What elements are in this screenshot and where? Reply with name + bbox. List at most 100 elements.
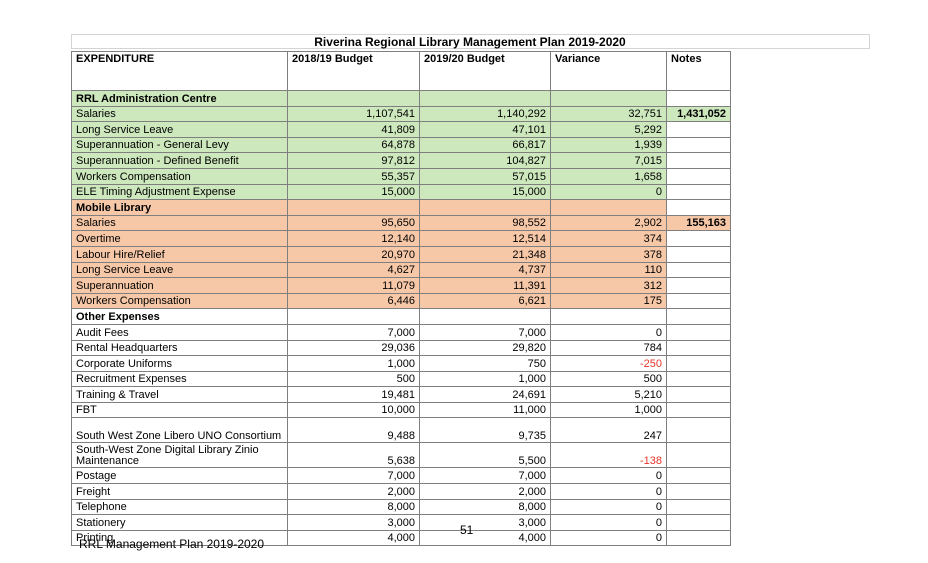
variance-cell: 0 — [550, 467, 667, 485]
budget-2018-19-cell: 4,627 — [287, 261, 420, 279]
variance-cell: -138 — [550, 442, 667, 469]
variance-cell: 1,000 — [550, 401, 667, 419]
header-2019-20-budget: 2019/20 Budget — [419, 51, 551, 91]
row-label: Postage — [71, 467, 288, 485]
variance-cell: 1,658 — [550, 167, 667, 185]
budget-2019-20-cell: 750 — [419, 355, 551, 372]
empty-cell — [666, 90, 731, 107]
table-row: Workers Compensation 55,357 57,015 1,658 — [71, 167, 731, 185]
table-row: Salaries 95,650 98,552 2,902 155,163 — [71, 214, 731, 232]
document-title: Riverina Regional Library Management Pla… — [314, 35, 626, 49]
row-label: Salaries — [71, 214, 288, 232]
row-label: Superannuation - Defined Benefit — [71, 152, 288, 169]
table-row: Overtime 12,140 12,514 374 — [71, 230, 731, 247]
notes-cell — [666, 514, 731, 531]
notes-cell — [666, 183, 731, 201]
table-row: Workers Compensation 6,446 6,621 175 — [71, 292, 731, 310]
empty-cell — [419, 199, 551, 216]
budget-2019-20-cell: 9,735 — [419, 417, 551, 444]
section-title: Other Expenses — [71, 308, 288, 325]
variance-cell: 378 — [550, 245, 667, 263]
section-header-row: Other Expenses — [71, 308, 731, 325]
row-label: South West Zone Libero UNO Consortium — [71, 417, 288, 444]
variance-cell: 312 — [550, 277, 667, 294]
notes-cell — [666, 339, 731, 357]
notes-cell — [666, 467, 731, 485]
variance-cell: 7,015 — [550, 152, 667, 169]
budget-2018-19-cell: 7,000 — [287, 467, 420, 485]
budget-2018-19-cell: 64,878 — [287, 136, 420, 154]
budget-2018-19-cell: 1,000 — [287, 355, 420, 372]
row-label: Superannuation — [71, 277, 288, 294]
variance-cell: 0 — [550, 183, 667, 201]
budget-2019-20-cell: 5,500 — [419, 442, 551, 469]
row-label: South-West Zone Digital Library Zinio Ma… — [71, 442, 288, 469]
budget-2019-20-cell: 4,737 — [419, 261, 551, 279]
section-header-row: Mobile Library — [71, 199, 731, 216]
budget-2018-19-cell: 15,000 — [287, 183, 420, 201]
row-label: Labour Hire/Relief — [71, 245, 288, 263]
table-row: Training & Travel 19,481 24,691 5,210 — [71, 386, 731, 403]
table-row: ELE Timing Adjustment Expense 15,000 15,00… — [71, 183, 731, 201]
row-label: FBT — [71, 401, 288, 419]
notes-cell — [666, 401, 731, 419]
notes-cell — [666, 230, 731, 247]
budget-2018-19-cell: 95,650 — [287, 214, 420, 232]
table-row: Recruitment Expenses 500 1,000 500 — [71, 370, 731, 388]
empty-cell — [419, 90, 551, 107]
budget-2018-19-cell: 500 — [287, 370, 420, 388]
footer-text: RRL Management Plan 2019-2020 — [79, 537, 265, 551]
empty-cell — [287, 308, 420, 325]
variance-cell: 5,292 — [550, 121, 667, 138]
row-label: Overtime — [71, 230, 288, 247]
notes-cell — [666, 136, 731, 154]
notes-cell — [666, 370, 731, 388]
variance-cell: 374 — [550, 230, 667, 247]
budget-2019-20-cell: 24,691 — [419, 386, 551, 403]
notes-cell — [666, 355, 731, 372]
variance-cell: 0 — [550, 529, 667, 547]
budget-2018-19-cell: 20,970 — [287, 245, 420, 263]
row-label: Printing — [71, 529, 288, 547]
header-expenditure: EXPENDITURE — [71, 51, 288, 91]
budget-2018-19-cell: 11,079 — [287, 277, 420, 294]
row-label: Rental Headquarters — [71, 339, 288, 357]
table-row: Salaries 1,107,541 1,140,292 32,751 1,431,05… — [71, 105, 731, 123]
notes-cell — [666, 245, 731, 263]
budget-2019-20-cell: 15,000 — [419, 183, 551, 201]
table-row: Long Service Leave 4,627 4,737 110 — [71, 261, 731, 279]
notes-cell — [666, 261, 731, 279]
row-label: Long Service Leave — [71, 261, 288, 279]
empty-cell — [666, 308, 731, 325]
row-label: Audit Fees — [71, 323, 288, 341]
budget-2019-20-cell: 11,391 — [419, 277, 551, 294]
expenditure-table: EXPENDITURE 2018/19 Budget 2019/20 Budge… — [71, 51, 731, 547]
table-row: Audit Fees 7,000 7,000 0 — [71, 323, 731, 341]
budget-2019-20-cell: 57,015 — [419, 167, 551, 185]
budget-2019-20-cell: 21,348 — [419, 245, 551, 263]
budget-2018-19-cell: 4,000 — [287, 529, 420, 547]
row-label: Recruitment Expenses — [71, 370, 288, 388]
header-notes: Notes — [666, 51, 731, 91]
row-label: Training & Travel — [71, 386, 288, 403]
notes-cell: 1,431,052 — [666, 105, 731, 123]
table-row: Stationery 3,000 3,000 0 — [71, 514, 731, 531]
budget-2018-19-cell: 8,000 — [287, 498, 420, 516]
variance-cell: 0 — [550, 483, 667, 500]
budget-2019-20-cell: 8,000 — [419, 498, 551, 516]
variance-cell: 784 — [550, 339, 667, 357]
budget-2018-19-cell: 7,000 — [287, 323, 420, 341]
budget-2018-19-cell: 41,809 — [287, 121, 420, 138]
budget-2019-20-cell: 11,000 — [419, 401, 551, 419]
variance-cell: 0 — [550, 323, 667, 341]
budget-2018-19-cell: 19,481 — [287, 386, 420, 403]
budget-2019-20-cell: 1,140,292 — [419, 105, 551, 123]
variance-cell: 500 — [550, 370, 667, 388]
budget-2018-19-cell: 5,638 — [287, 442, 420, 469]
budget-2019-20-cell: 7,000 — [419, 467, 551, 485]
row-label: Superannuation - General Levy — [71, 136, 288, 154]
row-label: Salaries — [71, 105, 288, 123]
section-title: RRL Administration Centre — [71, 90, 288, 107]
notes-cell — [666, 417, 731, 444]
row-label: Telephone — [71, 498, 288, 516]
